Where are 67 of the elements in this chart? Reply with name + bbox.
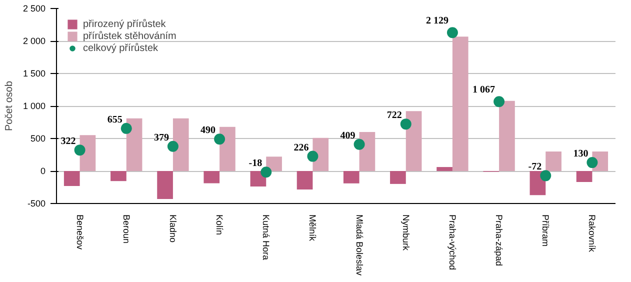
x-tick-label: Mělník [308,214,318,242]
x-tick-label: Rakovník [587,214,598,253]
x-tick-label: Mladá Boleslav [354,214,364,276]
point [400,118,412,130]
bar [80,135,96,171]
point [354,138,365,150]
y-tick-label: 1 500 [22,68,46,78]
point [540,170,552,182]
bar [546,152,562,171]
bar [110,171,126,182]
bar [296,171,313,190]
x-tick-label: Kladno [168,214,178,243]
x-tick-label: Praha-východ [447,214,458,270]
x-tick-label: Praha-západ [494,214,504,266]
bar [452,36,468,171]
data-label: 1 067 [472,84,496,96]
point [494,96,505,108]
bar [220,126,236,171]
y-tick-label: 2 000 [22,36,46,46]
data-label: 722 [386,110,402,122]
bar [436,167,452,171]
bar [172,118,189,171]
legend-label: přírůstek stěhováním [83,30,176,42]
x-tick-label: Příbram [540,214,551,247]
data-label: 490 [200,125,216,136]
y-tick-label: 500 [30,134,46,144]
data-label: 655 [107,114,122,126]
data-label: 130 [573,148,588,160]
point [586,157,598,168]
data-label: 409 [340,130,356,142]
point [446,27,458,38]
x-tick-label: Benešov [74,214,85,250]
y-tick-label: -500 [27,198,46,208]
point [260,166,272,178]
data-label: -72 [528,162,542,173]
legend-label: přirozený přírůstek [83,18,166,30]
y-axis-title: Počet osob [4,80,15,132]
bar [359,132,376,171]
point [74,144,86,156]
point [167,140,178,152]
legend-label: celkový přírůstek [83,42,158,54]
point [214,134,226,145]
bar [126,118,142,171]
bar [312,138,329,171]
x-tick-label: Nymburk [400,214,411,252]
data-label: 2 129 [426,16,448,27]
y-tick-label: 2 500 [22,4,46,14]
point [120,122,132,134]
data-label: -18 [248,158,262,170]
data-label: 379 [154,132,169,144]
data-label: 226 [294,142,309,154]
bar [64,171,80,186]
y-tick-label: 0 [40,166,46,176]
x-tick-label: Kolín [214,214,225,236]
bar [499,100,515,171]
bar [204,171,220,184]
x-tick-label: Beroun [121,214,132,244]
x-tick-label: Kutná Hora [261,214,272,260]
bar [343,171,360,184]
bar [157,171,173,200]
bar [266,156,282,171]
data-label: 322 [60,136,76,148]
bar [576,171,592,182]
bar [406,111,422,171]
point [307,150,318,162]
bar [390,171,406,184]
y-tick-label: 1 000 [22,101,46,111]
